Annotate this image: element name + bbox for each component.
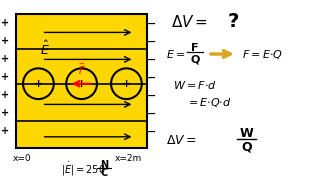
Text: −: − [147, 108, 157, 118]
Text: −: − [147, 90, 157, 100]
Text: $\Delta V = $: $\Delta V = $ [171, 14, 208, 30]
Text: N: N [100, 160, 108, 170]
Text: $E=$: $E=$ [166, 48, 186, 60]
Text: $F=E{\cdot}Q$: $F=E{\cdot}Q$ [242, 48, 283, 60]
Text: +: + [1, 72, 9, 82]
Text: +: + [1, 54, 9, 64]
Text: F: F [191, 43, 199, 53]
Text: −: − [147, 72, 157, 82]
Text: x=0: x=0 [13, 154, 32, 163]
Text: $|\dot{E}|=250$: $|\dot{E}|=250$ [61, 161, 105, 178]
Text: $\Delta V = $: $\Delta V = $ [166, 134, 197, 147]
Text: −: − [147, 18, 157, 28]
Text: Q: Q [190, 54, 200, 64]
Text: x=2m: x=2m [114, 154, 142, 163]
Text: +: + [1, 90, 9, 100]
Text: +: + [122, 79, 131, 89]
Text: Q: Q [241, 140, 252, 153]
Text: W: W [240, 127, 253, 140]
Text: −: − [147, 36, 157, 46]
Text: +: + [34, 79, 43, 89]
Text: ?: ? [227, 12, 239, 31]
Text: +: + [77, 79, 86, 89]
Text: −: − [147, 126, 157, 136]
Text: $= E{\cdot}Q{\cdot}d$: $= E{\cdot}Q{\cdot}d$ [186, 96, 231, 109]
Text: +: + [1, 108, 9, 118]
Text: +: + [1, 36, 9, 46]
Text: $\vec{F}$: $\vec{F}$ [78, 62, 85, 77]
Text: +: + [1, 126, 9, 136]
Bar [16, 14, 147, 148]
Text: +: + [1, 18, 9, 28]
Text: C: C [100, 168, 108, 178]
Text: $W = F{\cdot}d$: $W = F{\cdot}d$ [173, 79, 217, 91]
Text: −: − [147, 54, 157, 64]
Text: $\hat{E}$: $\hat{E}$ [40, 40, 50, 58]
